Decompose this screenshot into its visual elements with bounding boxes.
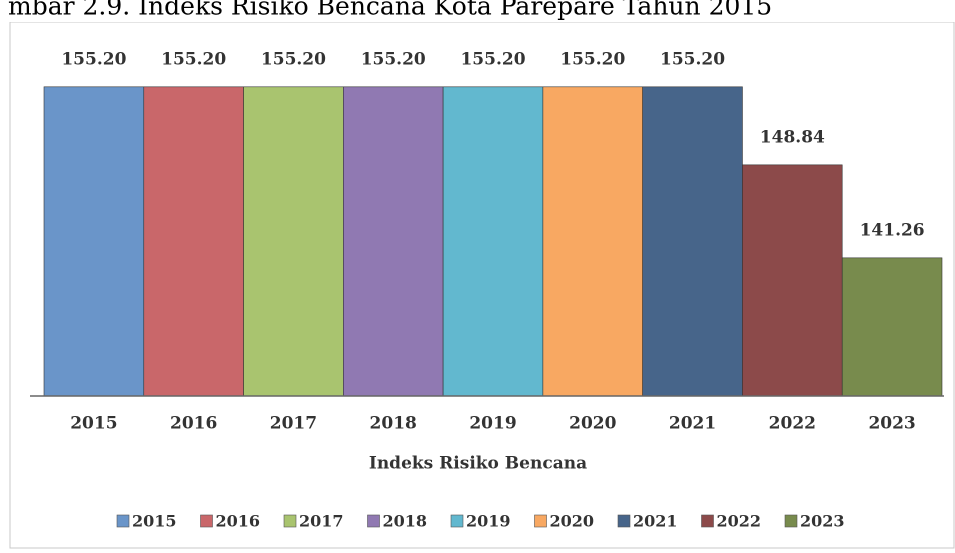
x-tick-label: 2023 [868,414,915,434]
legend-swatch [534,514,547,528]
legend-label: 2015 [132,512,177,531]
data-label: 155.20 [61,49,126,69]
data-label: 155.20 [361,49,426,69]
legend-swatch [617,514,631,528]
legend-swatch [200,514,213,528]
bar [742,164,843,397]
legend-label: 2021 [633,512,678,531]
data-label: 148.84 [760,127,825,147]
legend-label: 2022 [717,512,762,531]
x-tick-label: 2016 [170,414,217,434]
data-label: 155.20 [460,49,525,69]
bar [841,257,943,397]
bar [343,86,444,397]
data-label: 155.20 [560,49,625,69]
legend-label: 2019 [466,512,511,531]
chart-title: mbar 2.9. Indeks Risiko Bencana Kota Par… [8,0,772,21]
legend-swatch [450,514,464,528]
x-tick-label: 2022 [769,414,816,434]
legend-label: 2017 [299,512,344,531]
x-tick-label: 2018 [370,414,417,434]
legend-swatch [116,514,130,528]
x-tick-label: 2017 [270,414,317,434]
x-tick-label: 2020 [569,414,616,434]
bar [243,86,344,397]
bar [43,86,145,397]
data-label: 141.26 [860,220,925,240]
title-band [0,0,955,22]
data-label: 155.20 [660,49,725,69]
x-tick-label: 2019 [469,414,516,434]
bar [442,86,544,397]
bar [542,86,643,397]
bar [642,86,743,397]
x-axis-label: Indeks Risiko Bencana [369,454,587,474]
x-tick-label: 2015 [70,414,117,434]
data-label: 155.20 [261,49,326,69]
legend-swatch [701,514,714,528]
legend-label: 2018 [383,512,428,531]
legend-label: 2020 [550,512,595,531]
data-label: 155.20 [161,49,226,69]
legend-label: 2016 [216,512,261,531]
legend-swatch [367,514,380,528]
legend-swatch [283,514,297,528]
bar [143,86,244,397]
legend-label: 2023 [800,512,845,531]
x-tick-label: 2021 [669,414,716,434]
legend-swatch [784,514,798,528]
